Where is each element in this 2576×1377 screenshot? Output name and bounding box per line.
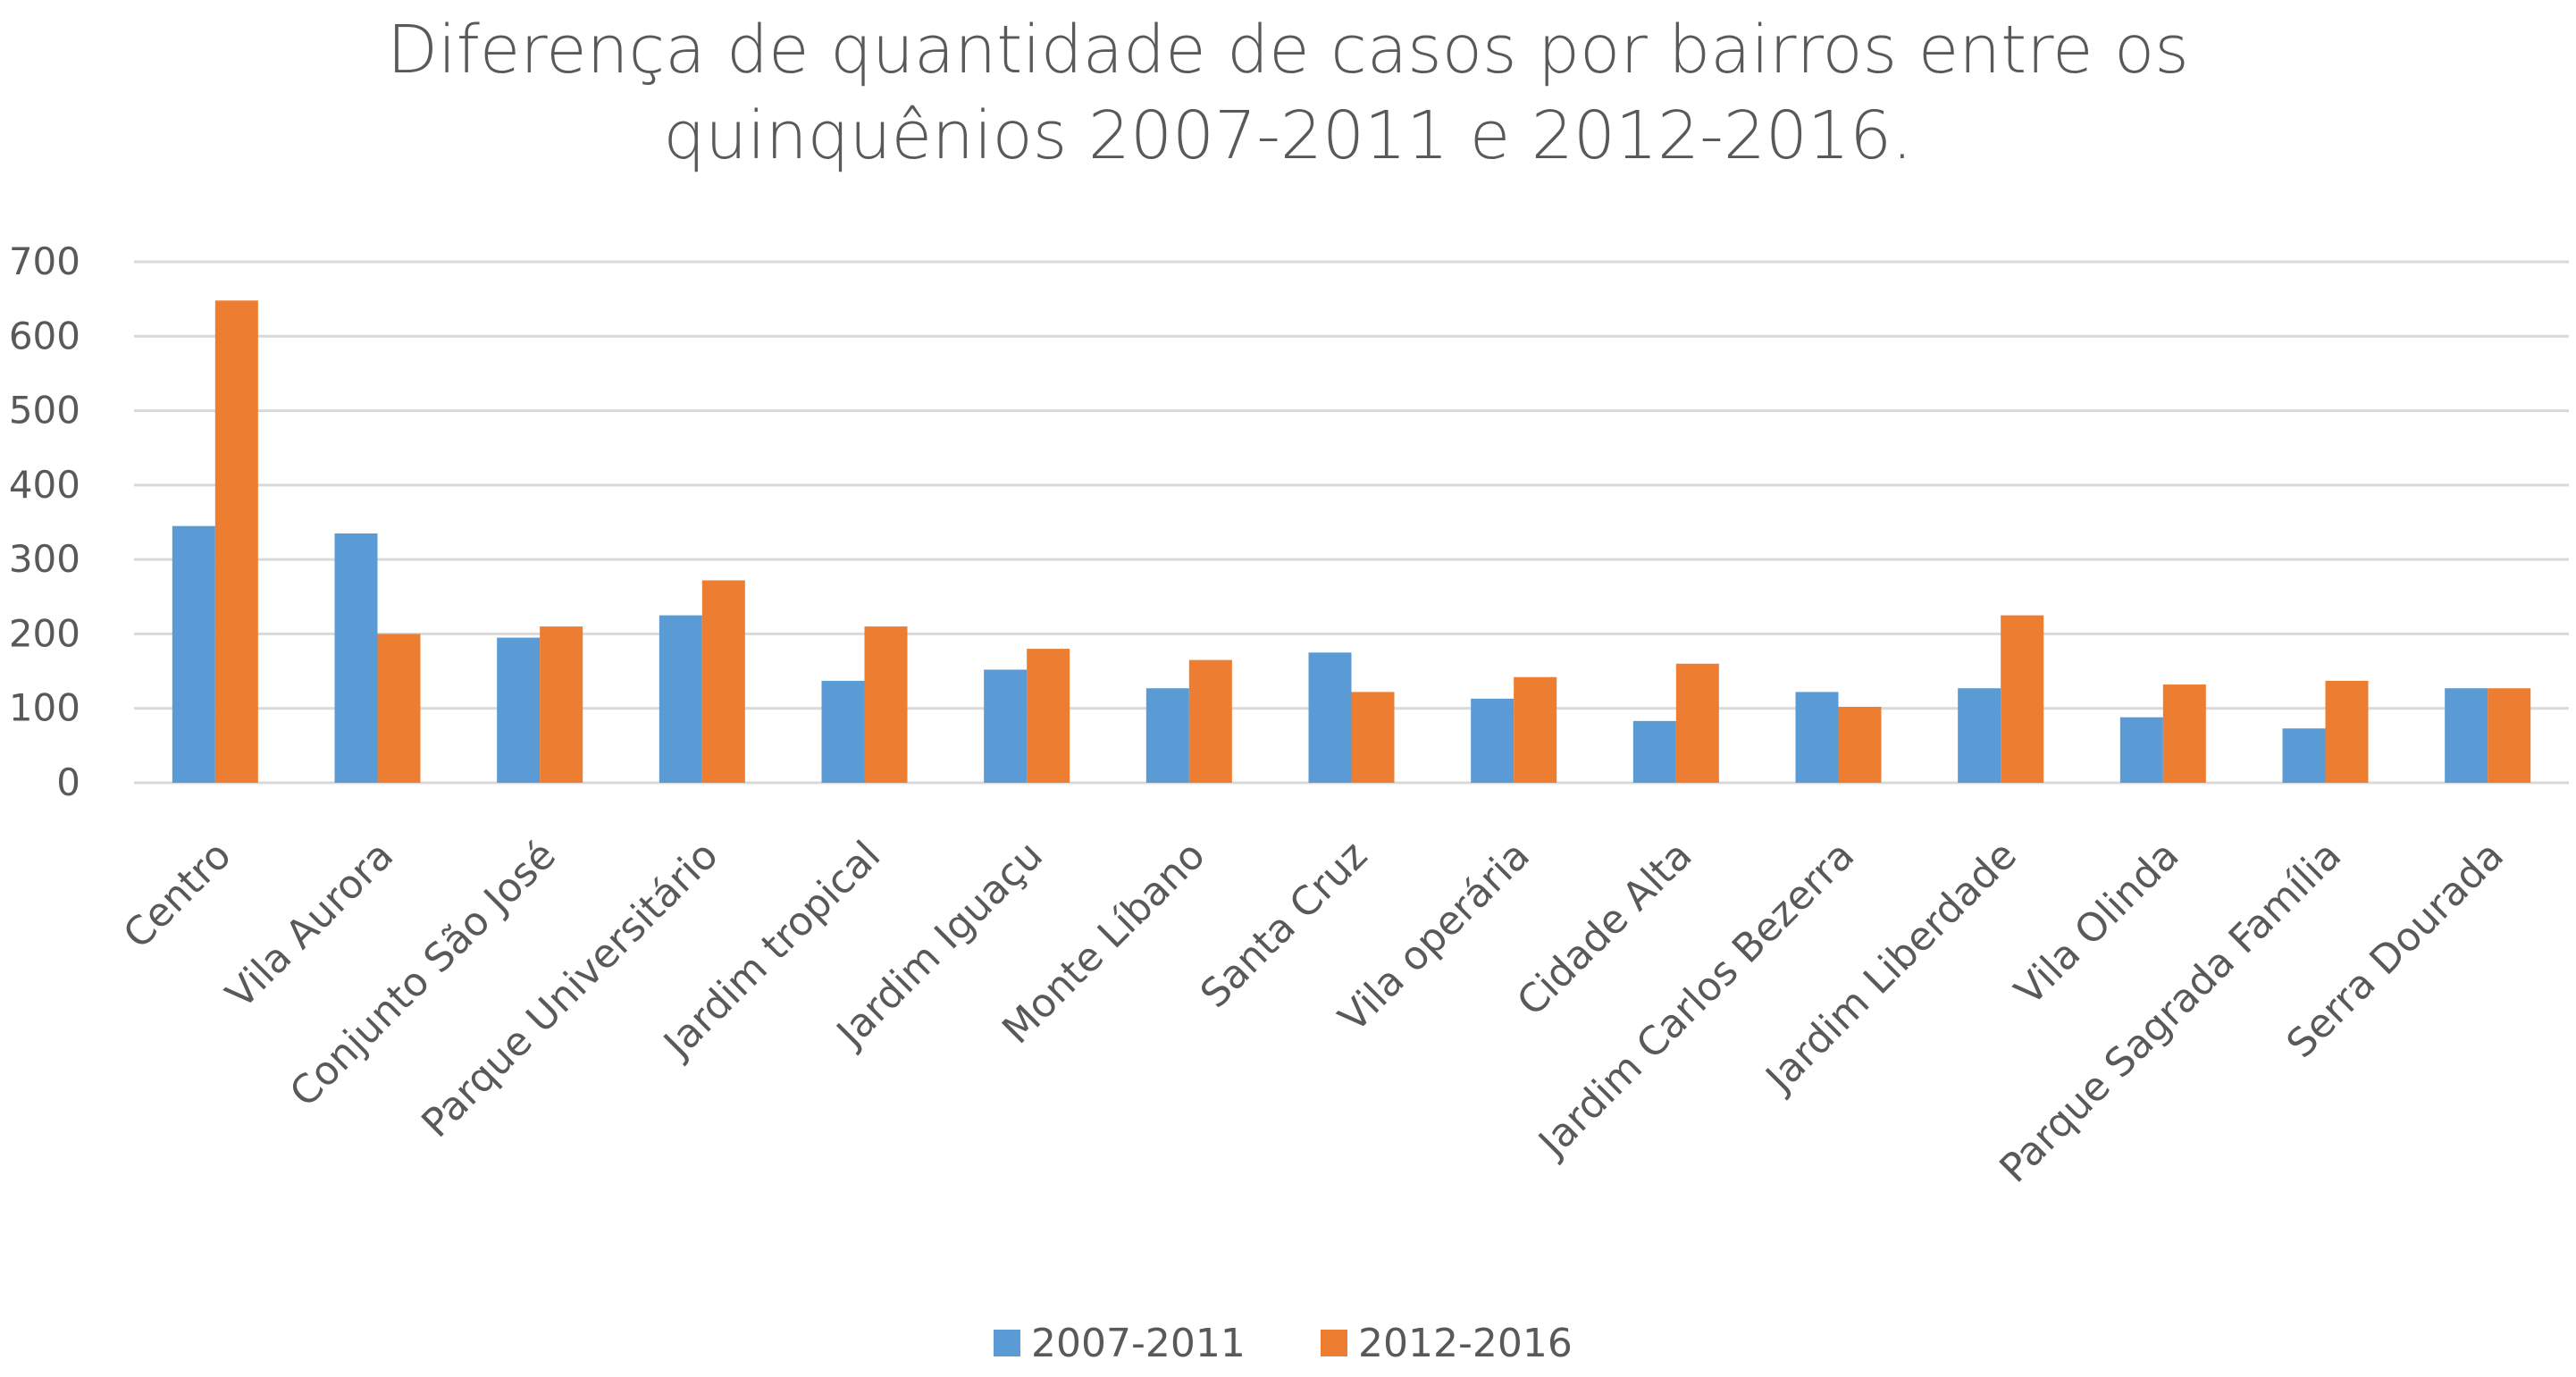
bar-2007-2011-jardim-iguaçu — [984, 669, 1028, 783]
y-tick-label: 200 — [9, 611, 80, 655]
bar-2012-2016-cidade-alta — [1675, 663, 1719, 783]
bar-2007-2011-vila-operária — [1471, 698, 1515, 783]
y-tick-label: 100 — [9, 686, 80, 730]
y-tick-label: 300 — [9, 537, 80, 581]
bar-2012-2016-vila-aurora — [377, 634, 421, 783]
bar-2007-2011-cidade-alta — [1632, 720, 1676, 783]
x-tick-label: Jardim Carlos Bezerra — [1529, 833, 1864, 1168]
bar-2012-2016-parque-sagrada-família — [2325, 680, 2369, 783]
bars — [172, 300, 2531, 783]
y-tick-label: 600 — [9, 314, 80, 357]
bar-2007-2011-conjunto-são-josé — [497, 637, 541, 783]
x-tick-label: Conjunto São José — [281, 833, 565, 1116]
y-tick-label: 700 — [9, 239, 80, 283]
bar-2007-2011-jardim-carlos-bezerra — [1795, 692, 1839, 783]
chart-title-line-1: Diferença de quantidade de casos por bai… — [387, 12, 2189, 88]
y-tick-label: 500 — [9, 389, 80, 432]
bar-2007-2011-centro — [172, 525, 215, 783]
bar-2012-2016-parque-universitário — [701, 580, 745, 783]
legend-label: 2007-2011 — [1031, 1321, 1246, 1366]
bar-2012-2016-conjunto-são-josé — [540, 626, 583, 783]
y-axis: 0 100 200 300 400 500 600 700 — [9, 239, 80, 804]
chart-title: Diferença de quantidade de casos por bai… — [0, 7, 2576, 179]
y-tick-label: 400 — [9, 463, 80, 507]
bar-2007-2011-santa-cruz — [1308, 652, 1352, 783]
legend-label: 2012-2016 — [1358, 1321, 1573, 1366]
legend-swatch — [994, 1330, 1020, 1356]
x-tick-label: Parque Universitário — [413, 833, 726, 1146]
bar-2012-2016-vila-operária — [1514, 676, 1557, 783]
bar-2012-2016-serra-dourada — [2488, 688, 2531, 783]
bar-2007-2011-jardim-liberdade — [1958, 688, 2001, 783]
bar-2012-2016-jardim-carlos-bezerra — [1838, 707, 1882, 783]
bar-2007-2011-serra-dourada — [2445, 688, 2488, 783]
legend: 2007-2011 2012-2016 — [994, 1321, 1573, 1366]
bar-2007-2011-parque-sagrada-família — [2282, 728, 2326, 783]
y-tick-label: 0 — [56, 760, 80, 804]
bar-2012-2016-jardim-liberdade — [2001, 615, 2044, 783]
bar-2012-2016-centro — [214, 300, 258, 783]
bar-2007-2011-parque-universitário — [659, 615, 702, 783]
x-tick-label: Centro — [115, 833, 240, 958]
gridlines — [134, 260, 2569, 785]
bar-2007-2011-jardim-tropical — [821, 680, 865, 783]
bar-2007-2011-vila-olinda — [2119, 717, 2163, 783]
bar-2012-2016-monte-líbano — [1188, 659, 1232, 783]
bar-2007-2011-monte-líbano — [1145, 688, 1189, 783]
bar-2007-2011-vila-aurora — [334, 533, 378, 783]
x-tick-label: Parque Sagrada Família — [1991, 833, 2350, 1192]
bar-2012-2016-santa-cruz — [1351, 692, 1395, 783]
x-tick-label: Vila Olinda — [2006, 833, 2187, 1014]
bar-2012-2016-jardim-iguaçu — [1027, 649, 1070, 783]
bar-2012-2016-jardim-tropical — [864, 626, 908, 783]
legend-swatch — [1321, 1330, 1347, 1356]
chart-title-line-2: quinquênios 2007-2011 e 2012-2016. — [663, 97, 1913, 174]
bar-2012-2016-vila-olinda — [2162, 684, 2206, 783]
